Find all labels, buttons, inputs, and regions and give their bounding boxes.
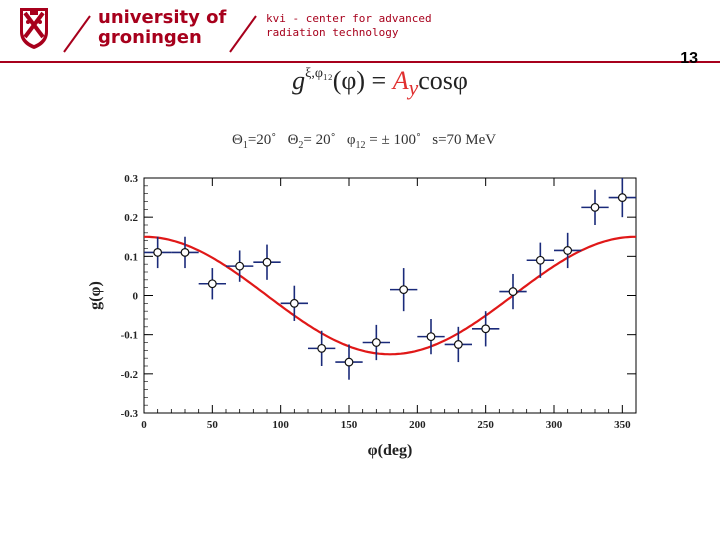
x-tick-label: 50 xyxy=(207,419,219,431)
phi12-sub: 12 xyxy=(355,140,366,151)
formula-g: g xyxy=(292,66,306,95)
university-name: university of groningen xyxy=(98,8,226,48)
data-marker xyxy=(563,246,573,255)
header-slash-2 xyxy=(229,15,257,53)
data-marker xyxy=(590,202,600,212)
university-line-1: university of xyxy=(98,7,227,28)
data-point xyxy=(417,319,445,355)
data-point xyxy=(581,189,609,225)
x-tick-label: 350 xyxy=(614,419,631,431)
data-point xyxy=(444,326,472,363)
data-marker xyxy=(153,248,163,257)
data-marker xyxy=(317,343,327,353)
formula: gξ,φ₁₂(φ) = Aycosφ xyxy=(0,66,720,101)
data-marker xyxy=(344,357,354,367)
data-point xyxy=(144,236,172,269)
data-marker xyxy=(617,193,627,202)
y-tick-label: 0.3 xyxy=(124,173,138,185)
data-point xyxy=(280,285,308,321)
theta2-value: = 20˚ xyxy=(303,132,336,148)
y-tick-label: -0.2 xyxy=(121,369,139,381)
y-tick-label: 0.2 xyxy=(124,212,138,224)
formula-arg: (φ) = xyxy=(332,66,393,95)
x-tick-label: 150 xyxy=(341,419,358,431)
slide-header: university of groningen kvi - center for… xyxy=(0,0,720,66)
fit-curve xyxy=(144,235,636,356)
x-tick-label: 300 xyxy=(546,419,563,431)
energy-value: s=70 MeV xyxy=(432,132,497,148)
phi12-symbol: φ xyxy=(346,132,356,148)
data-marker xyxy=(207,279,217,289)
data-marker xyxy=(481,324,491,334)
data-marker xyxy=(235,261,245,271)
data-point xyxy=(554,232,582,269)
x-tick-label: 100 xyxy=(272,419,289,431)
x-tick-label: 200 xyxy=(409,419,426,431)
y-tick-label: -0.3 xyxy=(121,408,139,420)
y-tick-label: -0.1 xyxy=(121,330,138,342)
data-point xyxy=(608,178,636,218)
university-line-2: groningen xyxy=(98,27,202,48)
data-marker xyxy=(453,340,463,349)
university-crest-icon xyxy=(20,8,48,49)
theta1-sub: 1 xyxy=(242,140,248,151)
data-point xyxy=(171,236,199,269)
slide-number: 13 xyxy=(680,50,698,67)
institute-name: kvi - center for advanced radiation tech… xyxy=(266,12,432,40)
theta2-symbol: Θ xyxy=(287,132,299,148)
data-point xyxy=(526,242,554,278)
data-point xyxy=(253,244,281,280)
data-point xyxy=(226,250,254,282)
formula-cos: cosφ xyxy=(418,66,468,95)
data-marker xyxy=(426,332,436,342)
data-point xyxy=(390,268,418,312)
data-point xyxy=(308,330,336,366)
data-marker xyxy=(289,298,299,308)
theta2-sub: 2 xyxy=(298,140,304,151)
x-tick-label: 250 xyxy=(477,419,494,431)
theta1-value: =20˚ xyxy=(247,132,277,148)
data-point xyxy=(472,311,500,347)
x-tick-label: 0 xyxy=(141,419,147,431)
data-marker xyxy=(180,248,190,257)
data-point xyxy=(198,268,226,300)
header-slash-1 xyxy=(63,15,91,53)
data-marker xyxy=(399,285,409,295)
data-marker xyxy=(371,338,381,347)
y-axis-label: g(φ) xyxy=(87,281,104,310)
data-marker xyxy=(535,255,545,265)
asymmetry-chart: 0 50 100 150 200 250 300 350 -0.3 -0.2 -0.1 0 0.1 0.2… xyxy=(87,173,637,459)
data-marker xyxy=(508,287,518,296)
y-tick-label: 0 xyxy=(133,291,139,303)
institute-line-1: kvi - center for advanced xyxy=(266,12,432,25)
theta1-symbol: Θ xyxy=(232,132,243,148)
kinematic-parameters: Θ1=20˚ Θ2= 20˚ φ12 = ± 100˚ s=70 MeV xyxy=(232,132,496,151)
formula-asymmetry: Ay xyxy=(392,66,419,101)
data-point xyxy=(362,324,390,361)
phi12-value: = ± 100˚ xyxy=(365,132,421,148)
data-point xyxy=(499,273,527,310)
y-tick-label: 0.1 xyxy=(124,251,138,263)
plot-frame xyxy=(143,177,637,414)
data-point xyxy=(335,344,363,380)
x-axis-label: φ(deg) xyxy=(368,442,413,459)
institute-line-2: radiation technology xyxy=(266,26,399,39)
header-divider xyxy=(0,61,720,63)
formula-superscript: ξ,φ₁₂ xyxy=(305,66,333,81)
data-marker xyxy=(262,257,272,267)
